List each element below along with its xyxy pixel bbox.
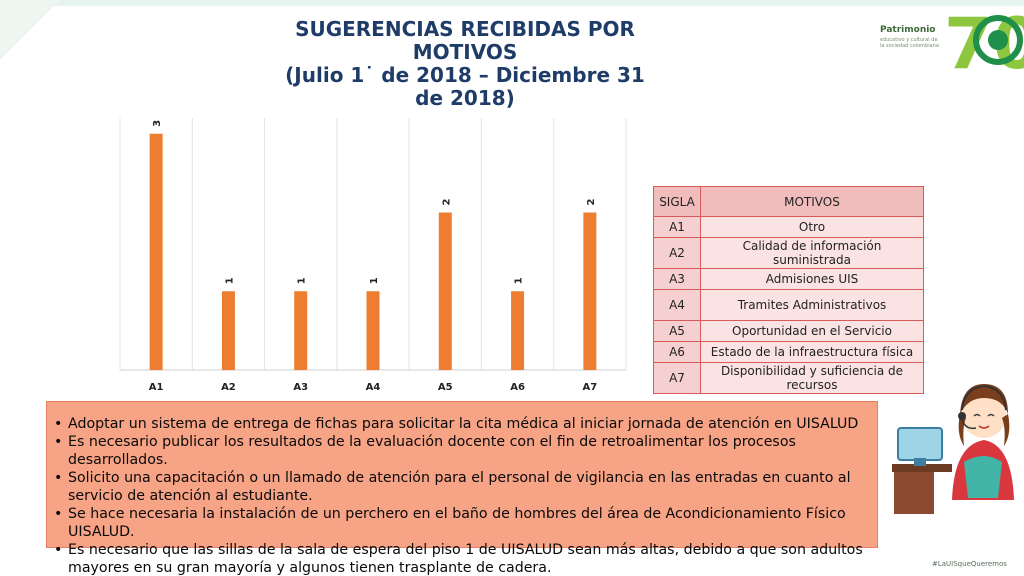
logo-name: Patrimonio bbox=[880, 25, 936, 35]
legend-sigla: A2 bbox=[653, 237, 701, 269]
logo-number: 70 bbox=[944, 6, 1024, 78]
suggestion-item: Se hace necesaria la instalación de un p… bbox=[54, 505, 884, 541]
data-label: 3 bbox=[152, 120, 163, 127]
bar bbox=[511, 291, 525, 370]
legend-row: A5 Oportunidad en el Servicio bbox=[653, 320, 924, 342]
logo-tagline: educativo y cultural de la sociedad colo… bbox=[880, 37, 939, 49]
legend-header-row: SIGLA MOTIVOS bbox=[653, 186, 924, 217]
legend-motivo: Tramites Administrativos bbox=[700, 289, 924, 321]
legend-motivo: Otro bbox=[700, 216, 924, 238]
suggestion-item: Es necesario que las sillas de la sala d… bbox=[54, 541, 884, 576]
legend-motivo: Admisiones UIS bbox=[700, 268, 924, 290]
data-label: 2 bbox=[586, 199, 597, 206]
x-tick-label: A4 bbox=[366, 382, 381, 393]
legend-header-motivos: MOTIVOS bbox=[700, 186, 924, 217]
legend-row: A1 Otro bbox=[653, 216, 924, 238]
top-band bbox=[0, 0, 1024, 6]
bar bbox=[583, 212, 597, 370]
legend-row: A7 Disponibilidad y suficiencia de recur… bbox=[653, 362, 924, 394]
legend-sigla: A6 bbox=[653, 341, 701, 363]
legend-motivo: Estado de la infraestructura física bbox=[700, 341, 924, 363]
legend-sigla: A4 bbox=[653, 289, 701, 321]
data-label: 1 bbox=[369, 277, 380, 284]
bar bbox=[294, 291, 308, 370]
suggestion-item: Solicito una capacitación o un llamado d… bbox=[54, 469, 884, 505]
support-agent-illustration bbox=[892, 384, 1014, 514]
legend-sigla: A3 bbox=[653, 268, 701, 290]
legend-row: A2 Calidad de información suministrada bbox=[653, 237, 924, 269]
suggestions-list: Adoptar un sistema de entrega de fichas … bbox=[54, 415, 884, 576]
title-line: MOTIVOS bbox=[412, 40, 518, 64]
legend-motivo: Disponibilidad y suficiencia de recursos bbox=[700, 362, 924, 394]
legend-motivo: Oportunidad en el Servicio bbox=[700, 320, 924, 342]
bar bbox=[221, 291, 235, 370]
legend-row: A3 Admisiones UIS bbox=[653, 268, 924, 290]
bar bbox=[366, 291, 380, 370]
bar-chart: 3 A1 1 A2 1 A3 1 A4 2 A5 1 A6 2 A7 bbox=[118, 118, 628, 400]
legend-row: A4 Tramites Administrativos bbox=[653, 289, 924, 321]
x-tick-label: A7 bbox=[583, 382, 598, 393]
hashtag-text: #LaUISqueQueremos bbox=[932, 560, 1007, 568]
x-tick-label: A6 bbox=[510, 382, 525, 393]
legend-header-sigla: SIGLA bbox=[653, 186, 701, 217]
bar-chart-svg: 3 A1 1 A2 1 A3 1 A4 2 A5 1 A6 2 A7 bbox=[119, 118, 627, 393]
legend-row: A6 Estado de la infraestructura física bbox=[653, 341, 924, 363]
motivos-legend-table: SIGLA MOTIVOS A1 Otro A2 Calidad de info… bbox=[653, 186, 924, 394]
data-label: 1 bbox=[514, 277, 525, 284]
x-tick-label: A1 bbox=[149, 382, 164, 393]
x-tick-label: A2 bbox=[221, 382, 236, 393]
title-line: (Julio 1˙ de 2018 – Diciembre 31 bbox=[285, 63, 645, 87]
x-tick-label: A3 bbox=[293, 382, 308, 393]
data-label: 1 bbox=[224, 277, 235, 284]
bar bbox=[149, 133, 163, 370]
seventy-years-logo: 70 bbox=[944, 6, 1024, 78]
decorative-corner-shape bbox=[0, 0, 60, 60]
legend-sigla: A7 bbox=[653, 362, 701, 394]
data-label: 1 bbox=[297, 277, 308, 284]
title-line: de 2018) bbox=[415, 86, 515, 110]
x-tick-label: A5 bbox=[438, 382, 453, 393]
suggestion-item: Es necesario publicar los resultados de … bbox=[54, 433, 884, 469]
legend-sigla: A5 bbox=[653, 320, 701, 342]
page-title: SUGERENCIAS RECIBIDAS POR MOTIVOS (Julio… bbox=[285, 18, 645, 110]
bar bbox=[438, 212, 452, 370]
legend-sigla: A1 bbox=[653, 216, 701, 238]
title-line: SUGERENCIAS RECIBIDAS POR bbox=[295, 17, 635, 41]
legend-motivo: Calidad de información suministrada bbox=[700, 237, 924, 269]
suggestion-item: Adoptar un sistema de entrega de fichas … bbox=[54, 415, 884, 433]
data-label: 2 bbox=[441, 199, 452, 206]
